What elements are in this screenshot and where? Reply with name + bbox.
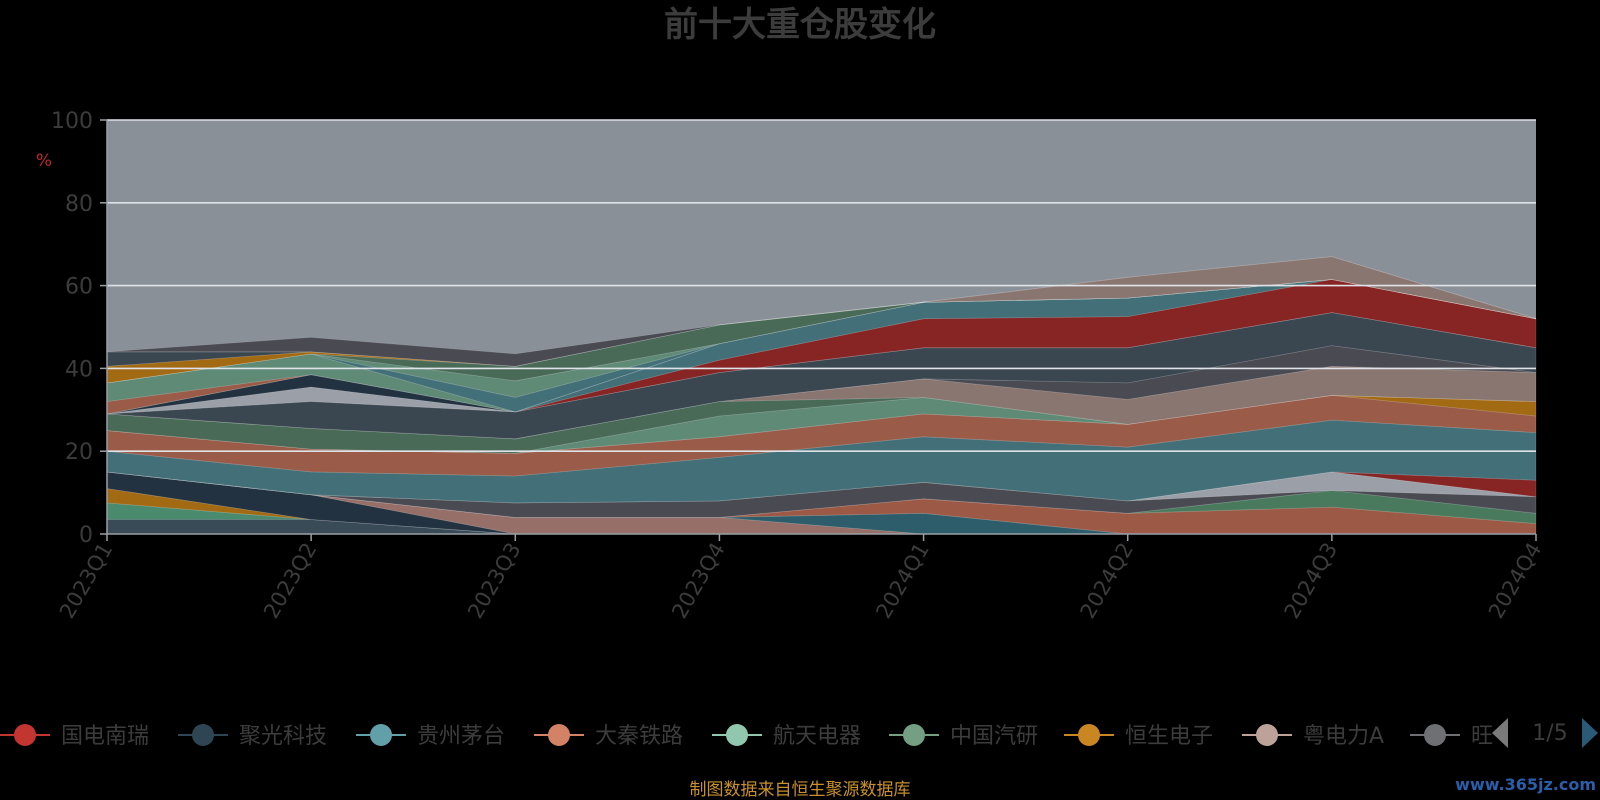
legend-next-icon[interactable] xyxy=(1582,718,1598,748)
chart-title: 前十大重仓股变化 xyxy=(664,5,936,45)
legend-label: 贵州茅台 xyxy=(417,724,505,749)
y-tick-label-0: 0 xyxy=(79,523,93,548)
y-tick-label-40: 40 xyxy=(65,357,93,382)
legend-marker xyxy=(192,724,214,746)
data-source-note: 制图数据来自恒生聚源数据库 xyxy=(690,780,911,800)
legend-label: 粤电力A xyxy=(1303,724,1384,749)
area-band-11 xyxy=(106,419,1537,504)
legend-marker xyxy=(1078,724,1100,746)
site-watermark: www.365jz.com xyxy=(1455,775,1596,794)
legend-label: 中国汽研 xyxy=(950,724,1038,749)
legend-label: 旺 xyxy=(1471,724,1493,749)
y-tick-label-20: 20 xyxy=(65,440,93,465)
legend-marker xyxy=(548,724,570,746)
legend-marker xyxy=(903,724,925,746)
legend-item-4[interactable]: 航天电器 xyxy=(712,724,861,749)
legend-item-0[interactable]: 国电南瑞 xyxy=(0,724,149,749)
legend-label: 航天电器 xyxy=(773,724,861,749)
legend-marker xyxy=(14,724,36,746)
legend-item-3[interactable]: 大秦铁路 xyxy=(534,724,683,749)
legend-label: 大秦铁路 xyxy=(595,724,683,749)
legend-item-8[interactable]: 旺 xyxy=(1410,724,1493,749)
legend-label: 国电南瑞 xyxy=(61,724,149,749)
legend-label: 聚光科技 xyxy=(239,724,327,749)
y-tick-label-80: 80 xyxy=(65,192,93,217)
legend-marker xyxy=(370,724,392,746)
area-band-31 xyxy=(106,256,1537,367)
legend-item-1[interactable]: 聚光科技 xyxy=(178,724,327,749)
legend-marker xyxy=(1424,724,1446,746)
area-band-18 xyxy=(106,312,1537,440)
legend-prev-icon[interactable] xyxy=(1492,718,1508,748)
legend-label: 恒生电子 xyxy=(1125,724,1213,749)
legend-item-6[interactable]: 恒生电子 xyxy=(1064,724,1213,749)
legend-item-2[interactable]: 贵州茅台 xyxy=(356,724,505,749)
legend-pager: 1/5 xyxy=(1492,718,1598,748)
y-tick-label-100: 100 xyxy=(51,109,93,134)
legend-page-indicator: 1/5 xyxy=(1532,721,1567,746)
legend-marker xyxy=(726,724,748,746)
y-axis-unit: % xyxy=(36,151,52,171)
y-tick-label-60: 60 xyxy=(65,275,93,300)
legend-marker xyxy=(1256,724,1278,746)
legend-item-7[interactable]: 粤电力A xyxy=(1242,724,1384,749)
legend-item-5[interactable]: 中国汽研 xyxy=(889,724,1038,749)
